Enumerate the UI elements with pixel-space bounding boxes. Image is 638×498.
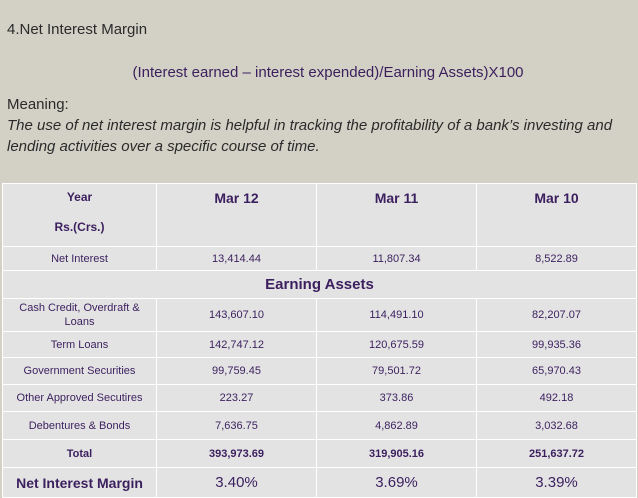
slide-heading: 4.Net Interest Margin xyxy=(7,21,148,38)
formula: (Interest earned – interest expended)/Ea… xyxy=(0,64,638,81)
table-row-other-approved: Other Approved Secutires 223.27 373.86 4… xyxy=(2,384,637,412)
table-cell: 223.27 xyxy=(156,384,317,412)
table-cell: 99,935.36 xyxy=(476,331,637,358)
table-row-total: Total 393,973.69 319,905.16 251,637.72 xyxy=(2,439,637,468)
table-row-government-securities: Government Securities 99,759.45 79,501.7… xyxy=(2,357,637,385)
row-label: Debentures & Bonds xyxy=(2,411,157,440)
table-row-cash-credit: Cash Credit, Overdraft & Loans 143,607.1… xyxy=(2,298,637,332)
table-cell: 4,862.89 xyxy=(316,411,477,440)
table-cell: 3,032.68 xyxy=(476,411,637,440)
table-cell: 3.69% xyxy=(316,467,477,498)
table-cell: 65,970.43 xyxy=(476,357,637,385)
row-label: Term Loans xyxy=(2,331,157,358)
unit-header: Rs.(Crs.) xyxy=(54,220,105,234)
column-header-mar11: Mar 11 xyxy=(316,183,477,247)
table-cell: 79,501.72 xyxy=(316,357,477,385)
year-header: Year xyxy=(66,190,93,204)
meaning-text: The use of net interest margin is helpfu… xyxy=(7,117,613,155)
table-cell: 393,973.69 xyxy=(156,439,317,468)
table-row-debentures: Debentures & Bonds 7,636.75 4,862.89 3,0… xyxy=(2,411,637,440)
section-row-earning-assets: Earning Assets xyxy=(2,270,637,299)
table-cell: 492.18 xyxy=(476,384,637,412)
row-label: Cash Credit, Overdraft & Loans xyxy=(2,298,157,332)
column-header-mar10: Mar 10 xyxy=(476,183,637,247)
formula-text: (Interest earned – interest expended)/Ea… xyxy=(132,64,524,81)
row-label: Total xyxy=(2,439,157,468)
table-cell: 3.40% xyxy=(156,467,317,498)
table-cell: 142,747.12 xyxy=(156,331,317,358)
meaning-label: Meaning: xyxy=(7,96,69,113)
table-cell: 11,807.34 xyxy=(316,246,477,271)
table-cell: 7,636.75 xyxy=(156,411,317,440)
table-cell: 82,207.07 xyxy=(476,298,637,332)
table-cell: 114,491.10 xyxy=(316,298,477,332)
row-label: Net Interest Margin xyxy=(2,467,157,498)
row-label: Other Approved Secutires xyxy=(2,384,157,412)
row-label: Net Interest xyxy=(2,246,157,271)
table-cell: 13,414.44 xyxy=(156,246,317,271)
section-title: Earning Assets xyxy=(2,270,637,299)
table-cell: 99,759.45 xyxy=(156,357,317,385)
table-cell: 120,675.59 xyxy=(316,331,477,358)
table-row-net-interest: Net Interest 13,414.44 11,807.34 8,522.8… xyxy=(2,246,637,271)
table-row-net-interest-margin: Net Interest Margin 3.40% 3.69% 3.39% xyxy=(2,467,637,498)
table-cell: 319,905.16 xyxy=(316,439,477,468)
column-header-mar12: Mar 12 xyxy=(156,183,317,247)
table-cell: 373.86 xyxy=(316,384,477,412)
table-header-row: Year Rs.(Crs.) Mar 12 Mar 11 Mar 10 xyxy=(2,183,637,247)
table-cell: 3.39% xyxy=(476,467,637,498)
table-row-term-loans: Term Loans 142,747.12 120,675.59 99,935.… xyxy=(2,331,637,358)
year-header-cell: Year Rs.(Crs.) xyxy=(2,183,157,247)
nim-table: Year Rs.(Crs.) Mar 12 Mar 11 Mar 10 Net … xyxy=(2,183,637,498)
row-label: Government Securities xyxy=(2,357,157,385)
table-cell: 143,607.10 xyxy=(156,298,317,332)
table-cell: 251,637.72 xyxy=(476,439,637,468)
table-cell: 8,522.89 xyxy=(476,246,637,271)
